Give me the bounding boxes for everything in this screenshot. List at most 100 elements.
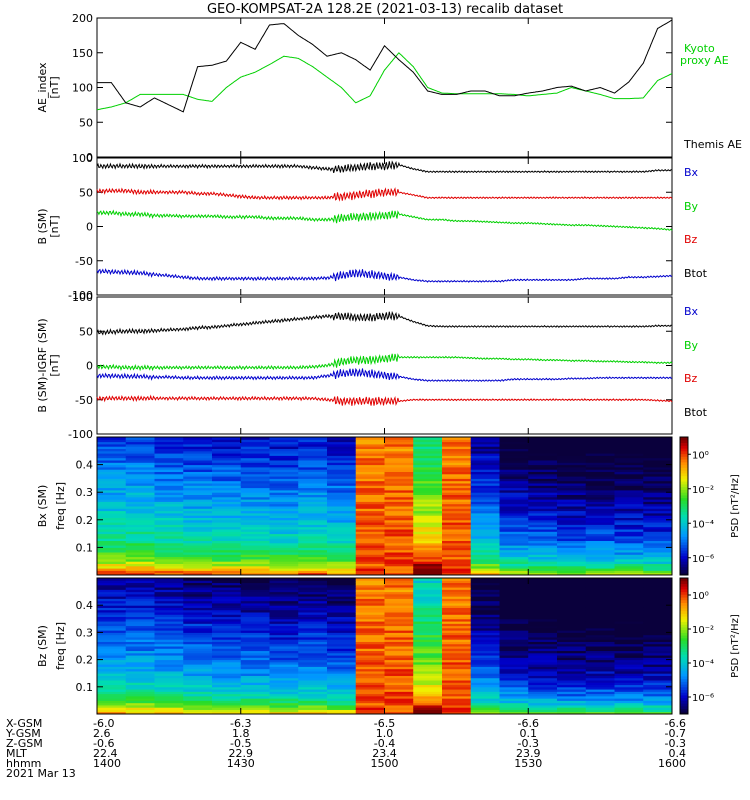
- spectrogram-cell: [154, 673, 184, 676]
- spectrogram-cell: [298, 589, 328, 593]
- spectrogram-cell: [327, 499, 357, 502]
- spectrogram-cell: [183, 673, 213, 676]
- colorbar-segment: [680, 448, 688, 452]
- spectrogram-cell: [528, 596, 558, 599]
- spectrogram-cell: [355, 684, 385, 688]
- y-tick-label: 0: [86, 221, 93, 234]
- spectrogram-cell: [643, 589, 673, 593]
- spectrogram-cell: [557, 515, 587, 518]
- spectrogram-cell: [643, 639, 673, 642]
- spectrogram-cell: [499, 578, 529, 581]
- spectrogram-cell: [499, 641, 529, 645]
- spectrogram-cell: [240, 531, 270, 535]
- spectrogram-cell: [643, 526, 673, 530]
- spectrogram-cell: [183, 478, 213, 482]
- spectrogram-cell: [384, 702, 414, 706]
- ephemeris-label: hhmm: [6, 757, 41, 770]
- spectrogram-cell: [384, 473, 414, 477]
- spectrogram-cell: [470, 492, 500, 495]
- spectrogram-cell: [240, 711, 270, 715]
- spectrogram-cell: [413, 605, 443, 608]
- spectrogram-cell: [269, 535, 299, 539]
- spectrogram-cell: [499, 533, 529, 537]
- spectrogram-cell: [528, 443, 558, 447]
- spectrogram-cell: [442, 582, 472, 586]
- spectrogram-cell: [470, 670, 500, 674]
- spectrogram-cell: [298, 605, 328, 608]
- spectrogram-cell: [470, 489, 500, 493]
- spectrogram-cell: [97, 540, 127, 544]
- spectrogram-cell: [528, 570, 558, 574]
- spectrogram-cell: [327, 529, 357, 532]
- spectrogram-cell: [125, 572, 155, 576]
- spectrogram-cell: [413, 602, 443, 606]
- spectrogram-cell: [384, 621, 414, 624]
- spectrogram-cell: [355, 515, 385, 518]
- spectrogram-cell: [212, 466, 242, 470]
- y-tick-label: -100: [68, 289, 93, 302]
- y-tick-label: 0: [86, 360, 93, 373]
- spectrogram-cell: [269, 441, 299, 445]
- spectrogram-cell: [269, 450, 299, 454]
- spectrogram-cell: [97, 634, 127, 638]
- spectrogram-cell: [327, 480, 357, 484]
- spectrogram-cell: [298, 598, 328, 602]
- spectrogram-cell: [384, 652, 414, 656]
- spectrogram-cell: [355, 492, 385, 495]
- spectrogram-cell: [384, 711, 414, 715]
- spectrogram-cell: [212, 641, 242, 645]
- spectrogram-cell: [470, 455, 500, 459]
- spectrogram-cell: [298, 639, 328, 642]
- spectrogram-cell: [499, 598, 529, 602]
- spectrogram-cell: [614, 591, 644, 595]
- spectrogram-cell: [125, 618, 155, 622]
- spectrogram-cell: [470, 460, 500, 463]
- spectrogram-cell: [528, 561, 558, 564]
- spectrogram-cell: [614, 526, 644, 530]
- spectrogram-cell: [183, 598, 213, 602]
- spectrogram-cell: [384, 612, 414, 615]
- spectrogram-cell: [413, 625, 443, 629]
- spectrogram-cell: [183, 464, 213, 468]
- spectrogram-cell: [154, 572, 184, 576]
- spectrogram-cell: [97, 471, 127, 475]
- spectrogram-cell: [643, 455, 673, 459]
- spectrogram-cell: [413, 666, 443, 670]
- spectrogram-cell: [240, 612, 270, 615]
- spectrogram-cell: [125, 700, 155, 704]
- spectrogram-cell: [298, 659, 328, 663]
- spectrogram-cell: [585, 460, 615, 463]
- spectrogram-cell: [585, 448, 615, 452]
- spectrogram-cell: [470, 578, 500, 581]
- spectrogram-cell: [298, 580, 328, 584]
- spectrogram-cell: [557, 457, 587, 461]
- spectrogram-cell: [327, 677, 357, 681]
- spectrogram-cell: [413, 570, 443, 574]
- series-line-bz: [96, 187, 673, 202]
- spectrogram-cell: [269, 648, 299, 652]
- spectrogram-cell: [183, 664, 213, 667]
- spectrogram-cell: [384, 533, 414, 537]
- spectrogram-cell: [97, 711, 127, 715]
- spectrogram-cell: [269, 655, 299, 658]
- spectrogram-cell: [585, 552, 615, 555]
- spectrogram-cell: [614, 533, 644, 537]
- spectrogram-cell: [212, 453, 242, 456]
- colorbar-segment: [680, 486, 688, 490]
- spectrogram-cell: [212, 455, 242, 459]
- spectrogram-cell: [212, 668, 242, 672]
- spectrogram-cell: [212, 437, 242, 440]
- spectrogram-cell: [413, 591, 443, 595]
- series-line-themis-ae: [97, 19, 673, 113]
- spectrogram-cell: [212, 693, 242, 697]
- spectrogram-cell: [240, 607, 270, 611]
- spectrogram-cell: [614, 487, 644, 491]
- spectrogram-cell: [355, 578, 385, 581]
- colorbar-segment: [680, 692, 688, 696]
- spectrogram-cell: [384, 643, 414, 647]
- spectrogram-cell: [298, 648, 328, 652]
- spectrogram-cell: [212, 659, 242, 663]
- spectrogram-cell: [240, 618, 270, 622]
- spectrogram-cell: [528, 625, 558, 629]
- series-line-btot: [96, 367, 673, 383]
